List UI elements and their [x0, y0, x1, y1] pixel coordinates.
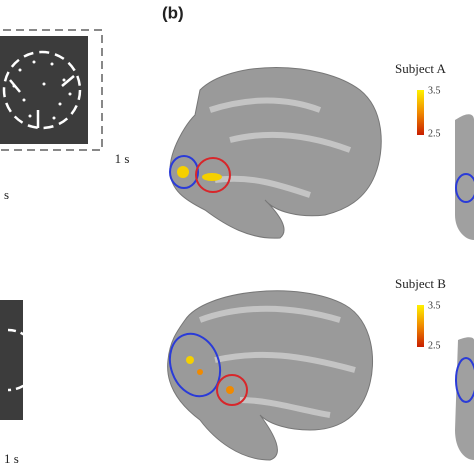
brain-b — [167, 290, 474, 461]
subject-label: Subject A — [395, 61, 447, 76]
activation — [202, 173, 222, 181]
cortex-surface — [455, 114, 474, 240]
roi-circle — [216, 374, 248, 406]
stimulus-screen — [0, 300, 23, 420]
sulci — [209, 97, 352, 198]
duration-label: s — [4, 187, 9, 202]
dots — [12, 60, 72, 120]
roi-circle — [455, 173, 474, 203]
activation — [226, 386, 234, 394]
panel-label: (b) — [162, 3, 184, 22]
cortex-surface — [455, 337, 474, 460]
roi-circle — [195, 157, 231, 193]
roi-circle — [455, 357, 474, 403]
stimulus-panel: 1 s s 1 s — [0, 29, 130, 466]
colorbar-max: 3.5 — [428, 300, 441, 311]
stimulus-screen — [0, 36, 88, 144]
duration-label: 1 s — [4, 451, 19, 466]
colorbar-min: 2.5 — [428, 128, 441, 139]
sulci — [198, 305, 356, 418]
duration-label: 1 s — [115, 151, 130, 166]
aperture — [2, 50, 82, 130]
activation — [186, 356, 194, 364]
colorbar-min: 2.5 — [428, 340, 441, 351]
motion-arrows — [9, 75, 75, 128]
roi-circle — [169, 155, 199, 189]
activation — [197, 369, 203, 375]
aperture — [7, 328, 40, 392]
roi-circle — [168, 332, 222, 398]
cortex-surface — [169, 67, 382, 239]
colorbar — [417, 90, 424, 135]
dashed-frame — [0, 29, 103, 151]
brain-a — [169, 67, 474, 240]
activation — [177, 166, 189, 178]
subject-label: Subject B — [395, 276, 446, 291]
cortex-surface — [167, 290, 374, 461]
colorbar — [417, 305, 424, 347]
colorbar-max: 3.5 — [428, 85, 441, 96]
